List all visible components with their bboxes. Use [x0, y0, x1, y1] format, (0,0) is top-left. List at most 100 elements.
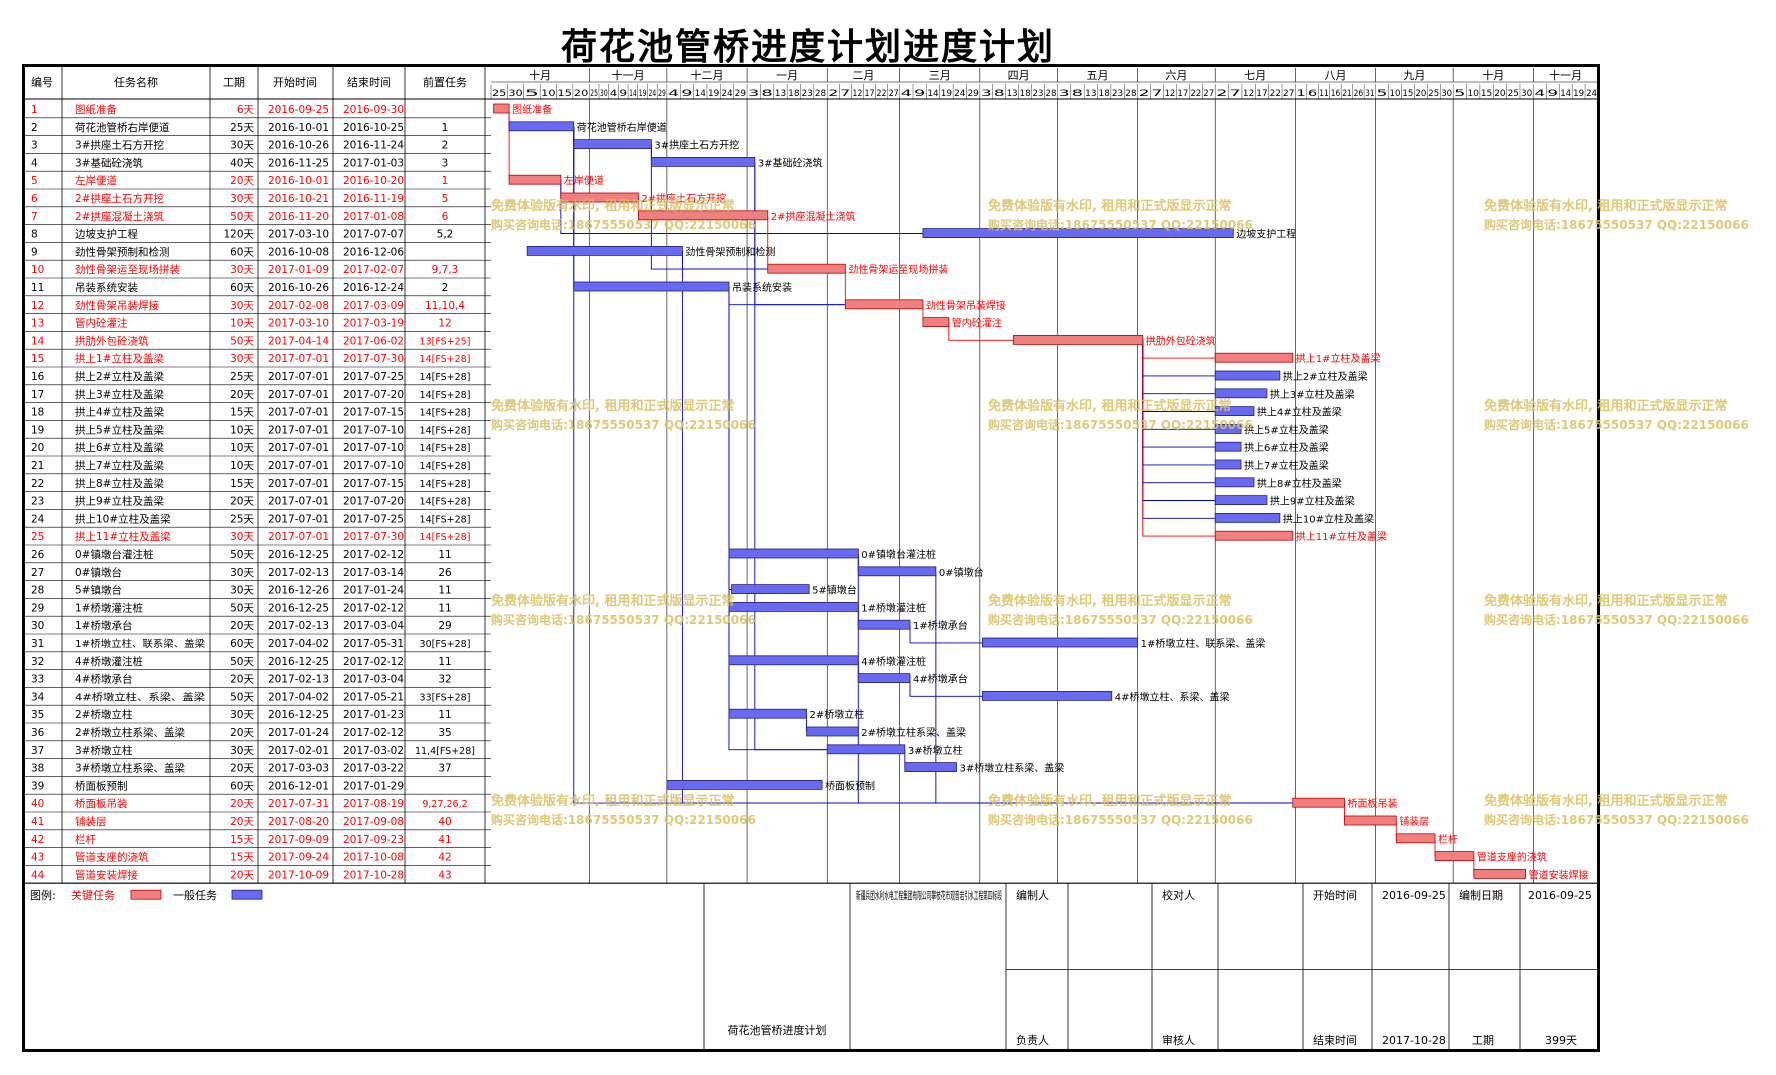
- day-tick-label: 28: [1125, 89, 1136, 99]
- task-start: 2017-07-01: [268, 460, 329, 472]
- task-bar: [731, 584, 810, 594]
- task-id: 24: [31, 513, 45, 525]
- watermark-line2: 购买咨询电话:18675550537 QQ:22150066: [491, 612, 756, 627]
- task-start: 2017-04-02: [268, 638, 329, 650]
- footer-start-label: 开始时间: [1313, 888, 1357, 902]
- task-bar-label: 3#拱座土石方开挖: [654, 139, 739, 152]
- task-bar-label: 荷花池管桥右岸便道: [577, 121, 667, 134]
- task-dur: 20天: [230, 620, 254, 632]
- task-bar-label: 拱上3#立柱及盖梁: [1270, 388, 1355, 401]
- task-dur: 25天: [230, 513, 254, 525]
- day-tick-label: 4: [901, 89, 912, 99]
- task-bar-label: 4#桥墩承台: [913, 673, 968, 686]
- task-name: 铺装层: [75, 815, 107, 828]
- task-name: 拱上11#立柱及盖梁: [75, 530, 171, 543]
- month-label: 三月: [929, 69, 951, 82]
- task-dur: 30天: [230, 709, 254, 721]
- task-end: 2016-10-25: [343, 122, 404, 134]
- task-bar-label: 管内砼灌注: [952, 317, 1002, 330]
- day-tick-label: 27: [1203, 89, 1214, 99]
- day-tick-label: 30: [1441, 89, 1452, 99]
- task-start: 2017-07-01: [268, 371, 329, 383]
- task-name: 拱上10#立柱及盖梁: [75, 512, 171, 525]
- task-id: 8: [31, 229, 38, 241]
- task-pred: 9,27,26,2: [422, 799, 467, 810]
- task-pred: 6: [442, 211, 449, 223]
- legend-normal-swatch: [231, 889, 263, 900]
- task-bar: [1214, 495, 1268, 506]
- dependency-link: [1142, 340, 1216, 395]
- task-bar: [1292, 797, 1345, 808]
- task-end: 2017-02-12: [343, 549, 404, 561]
- task-end: 2017-07-20: [343, 496, 404, 508]
- task-name: 1#桥墩承台: [75, 619, 132, 632]
- day-tick-label: 22: [1270, 89, 1281, 99]
- task-name: 劲性骨架吊装焊接: [75, 299, 159, 312]
- day-tick-label: 18: [788, 89, 799, 99]
- day-tick-label: 19: [708, 89, 719, 99]
- task-id: 37: [31, 745, 44, 757]
- column-header: 任务名称: [114, 75, 158, 89]
- task-start: 2017-07-01: [268, 389, 329, 401]
- task-bar: [1214, 406, 1255, 417]
- day-tick-label: 1: [1296, 89, 1305, 99]
- task-bar: [922, 228, 1234, 239]
- legend-critical-label: 关键任务: [71, 888, 115, 902]
- task-bar: [1214, 513, 1281, 523]
- task-dur: 15天: [230, 834, 254, 846]
- day-tick-label: 29: [735, 89, 746, 99]
- task-id: 31: [31, 638, 44, 650]
- day-tick-label: 7: [840, 89, 850, 99]
- task-id: 13: [31, 318, 44, 330]
- page-title: 荷花池管桥进度计划进度计划: [0, 18, 1776, 70]
- task-dur: 20天: [230, 763, 254, 775]
- column-header: 编号: [31, 75, 53, 89]
- task-dur: 20天: [230, 869, 254, 881]
- day-tick-label: 16: [1331, 89, 1340, 99]
- month-label: 十一月: [612, 68, 645, 82]
- task-bar-label: 图纸准备: [512, 103, 552, 116]
- task-name: 拱上7#立柱及盖梁: [75, 459, 164, 472]
- task-name: 3#基础砼浇筑: [75, 156, 143, 169]
- task-end: 2017-08-19: [343, 798, 404, 810]
- task-dur: 20天: [230, 389, 254, 401]
- day-tick-label: 13: [775, 89, 786, 99]
- dependency-link: [650, 144, 768, 270]
- task-bar: [806, 726, 859, 737]
- task-name: 拱上3#立柱及盖梁: [75, 388, 164, 401]
- watermark-line2: 购买咨询电话:18675550537 QQ:22150066: [1484, 612, 1749, 627]
- task-dur: 6天: [237, 104, 255, 116]
- task-name: 管道支座的浇筑: [75, 851, 149, 864]
- task-bar: [493, 103, 510, 114]
- task-end: 2017-01-08: [343, 211, 404, 223]
- task-bar: [857, 566, 937, 577]
- task-id: 7: [31, 211, 38, 223]
- month-label: 二月: [852, 69, 874, 82]
- day-tick-label: 3: [748, 89, 759, 99]
- task-name: 桥面板吊装: [75, 797, 128, 810]
- watermark-line1: 免费体验版有水印, 租用和正式版显示正常: [491, 793, 734, 809]
- task-start: 2017-07-01: [268, 496, 329, 508]
- task-name: 拱上9#立柱及盖梁: [75, 495, 164, 508]
- task-bar-label: 桥面板吊装: [1348, 797, 1398, 810]
- column-header: 结束时间: [347, 76, 391, 89]
- task-bar-label: 拱上9#立柱及盖梁: [1270, 495, 1355, 508]
- task-bar-label: 拱上8#立柱及盖梁: [1257, 477, 1342, 490]
- day-tick-label: 17: [1177, 89, 1188, 99]
- task-id: 16: [31, 371, 45, 383]
- task-bar-label: 4#桥墩立柱、系梁、盖梁: [1115, 690, 1230, 703]
- task-bar-label: 拱上4#立柱及盖梁: [1257, 406, 1342, 419]
- task-dur: 30天: [230, 264, 254, 276]
- task-id: 12: [31, 300, 44, 312]
- task-start: 2016-10-08: [268, 246, 329, 258]
- day-tick-label: 18: [1020, 89, 1031, 99]
- task-pred: 33[FS+28]: [420, 692, 471, 703]
- task-bar-label: 拱上10#立柱及盖梁: [1283, 512, 1374, 525]
- task-end: 2017-07-15: [343, 407, 404, 419]
- task-start: 2016-10-01: [268, 175, 329, 187]
- task-bar: [1214, 370, 1281, 381]
- task-dur: 20天: [230, 496, 254, 508]
- watermark-line2: 购买咨询电话:18675550537 QQ:22150066: [491, 812, 756, 827]
- footer-project: 荷花池管桥进度计划: [728, 1023, 827, 1037]
- task-pred: 13[FS+25]: [420, 336, 471, 347]
